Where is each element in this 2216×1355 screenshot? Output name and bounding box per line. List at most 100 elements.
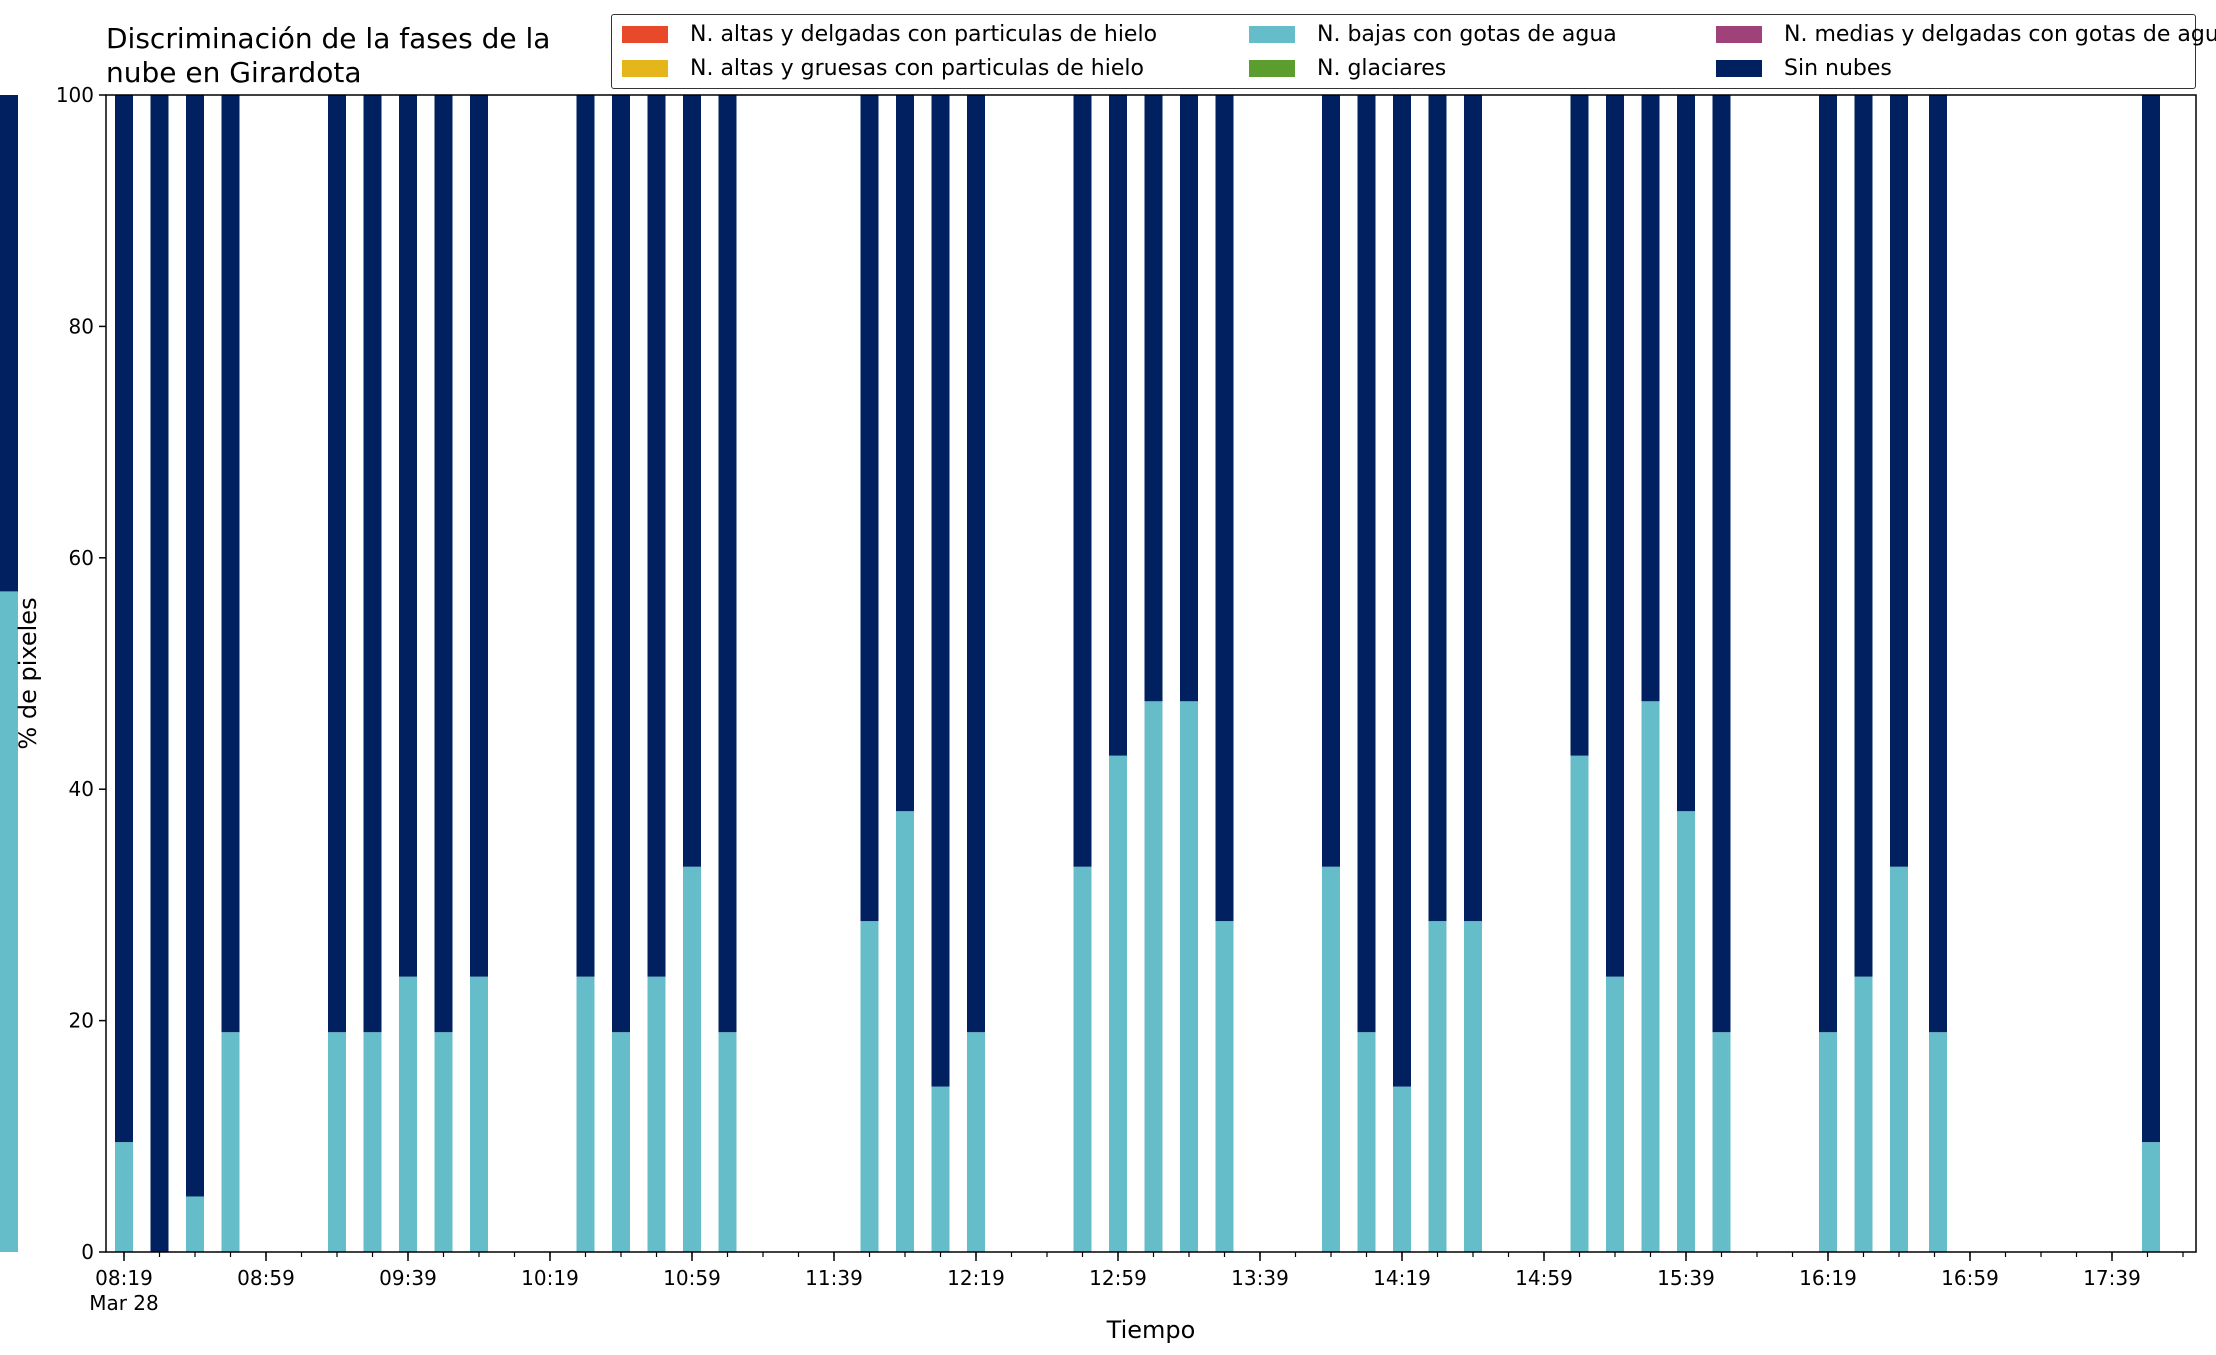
legend-item: N. altas y delgadas con particulas de hi… (622, 18, 1157, 50)
bar-low-water (1180, 701, 1198, 1252)
bar-clear-sky (1357, 95, 1376, 1033)
bar-low-water (1854, 976, 1873, 1252)
bar-low-water (186, 1196, 204, 1252)
bar-low-water (0, 591, 18, 1252)
legend-item: N. medias y delgadas con gotas de agua (1716, 18, 2216, 50)
bar-low-water (221, 1032, 240, 1252)
bar-low-water (1570, 755, 1589, 1252)
bar-clear-sky (1393, 95, 1411, 1087)
bar-clear-sky (576, 95, 595, 977)
bar-clear-sky (434, 95, 453, 1033)
bar-clear-sky (186, 95, 204, 1197)
bar-clear-sky (1428, 95, 1447, 922)
bar-low-water (1929, 1032, 1947, 1252)
bar-low-water (399, 976, 417, 1252)
bar-low-water (1464, 921, 1482, 1252)
x-tick-label: 10:59 (663, 1266, 721, 1290)
bar-low-water (896, 811, 914, 1252)
bar-clear-sky (363, 95, 382, 1033)
y-tick-label: 0 (81, 1240, 94, 1264)
bar-clear-sky (1854, 95, 1873, 977)
legend-label: Sin nubes (1784, 55, 1892, 81)
bar-clear-sky (1570, 95, 1589, 756)
legend-swatch (1716, 59, 1762, 77)
legend-label: N. altas y delgadas con particulas de hi… (690, 21, 1158, 47)
legend-swatch (1249, 59, 1295, 77)
bar-clear-sky (1606, 95, 1624, 977)
bar-clear-sky (931, 95, 950, 1087)
x-tick-label: 16:59 (1941, 1266, 1999, 1290)
chart-title: Discriminación de la fases de la nube en… (106, 22, 551, 89)
bar-clear-sky (328, 95, 346, 1033)
y-axis-label: % de pixeles (14, 597, 42, 749)
bar-low-water (1215, 921, 1234, 1252)
bar-low-water (612, 1032, 630, 1252)
legend-item: Sin nubes (1716, 52, 1892, 84)
bar-low-water (1819, 1032, 1837, 1252)
bar-clear-sky (470, 95, 488, 977)
legend-label: N. glaciares (1317, 55, 1447, 81)
bar-low-water (2142, 1142, 2160, 1252)
bar-clear-sky (1073, 95, 1092, 867)
bar-low-water (1393, 1086, 1411, 1252)
legend-swatch (622, 25, 668, 43)
y-tick-label: 40 (69, 777, 94, 801)
bar-low-water (115, 1142, 133, 1252)
legend-label: N. bajas con gotas de agua (1317, 21, 1617, 47)
x-tick-label: 13:39 (1231, 1266, 1289, 1290)
bar-clear-sky (683, 95, 701, 867)
x-tick-label: 12:19 (947, 1266, 1005, 1290)
bar-clear-sky (1929, 95, 1947, 1033)
y-tick-label: 20 (69, 1009, 94, 1033)
x-tick-label: 15:39 (1657, 1266, 1715, 1290)
bar-clear-sky (718, 95, 737, 1033)
bar-low-water (470, 976, 488, 1252)
bar-clear-sky (115, 95, 133, 1143)
bar-low-water (931, 1086, 950, 1252)
x-tick-label: 10:19 (521, 1266, 579, 1290)
legend-swatch (1249, 25, 1295, 43)
y-tick-label: 60 (69, 546, 94, 570)
bar-clear-sky (1712, 95, 1731, 1033)
legend-item: N. glaciares (1249, 52, 1446, 84)
bar-clear-sky (967, 95, 985, 1033)
bar-low-water (434, 1032, 453, 1252)
bar-clear-sky (399, 95, 417, 977)
plot-frame (105, 94, 2197, 1253)
bar-clear-sky (0, 95, 18, 592)
bar-clear-sky (1180, 95, 1198, 702)
x-date-label: Mar 28 (89, 1291, 159, 1315)
legend-swatch (1716, 25, 1762, 43)
bar-low-water (967, 1032, 985, 1252)
bar-low-water (1677, 811, 1695, 1252)
x-axis-label: Tiempo (1106, 1316, 1196, 1344)
bar-clear-sky (221, 95, 240, 1033)
bar-low-water (1712, 1032, 1731, 1252)
bar-low-water (363, 1032, 382, 1252)
bar-low-water (647, 976, 666, 1252)
bar-low-water (576, 976, 595, 1252)
bar-clear-sky (1322, 95, 1340, 867)
x-tick-label: 14:59 (1515, 1266, 1573, 1290)
bar-low-water (1641, 701, 1660, 1252)
bar-low-water (1357, 1032, 1376, 1252)
bar-low-water (1144, 701, 1163, 1252)
x-tick-label: 08:19 (95, 1266, 153, 1290)
bar-low-water (1322, 866, 1340, 1252)
chart-legend: N. altas y delgadas con particulas de hi… (611, 14, 2216, 89)
x-tick-label: 11:39 (805, 1266, 863, 1290)
bar-low-water (1109, 755, 1127, 1252)
bar-clear-sky (647, 95, 666, 977)
bar-clear-sky (896, 95, 914, 812)
bar-clear-sky (1215, 95, 1234, 922)
bar-clear-sky (2142, 95, 2160, 1143)
legend-swatch (622, 59, 668, 77)
x-tick-label: 16:19 (1799, 1266, 1857, 1290)
x-tick-label: 14:19 (1373, 1266, 1431, 1290)
x-tick-label: 17:39 (2083, 1266, 2141, 1290)
bar-clear-sky (860, 95, 879, 922)
bar-low-water (1073, 866, 1092, 1252)
bar-clear-sky (1641, 95, 1660, 702)
x-tick-label: 08:59 (237, 1266, 295, 1290)
